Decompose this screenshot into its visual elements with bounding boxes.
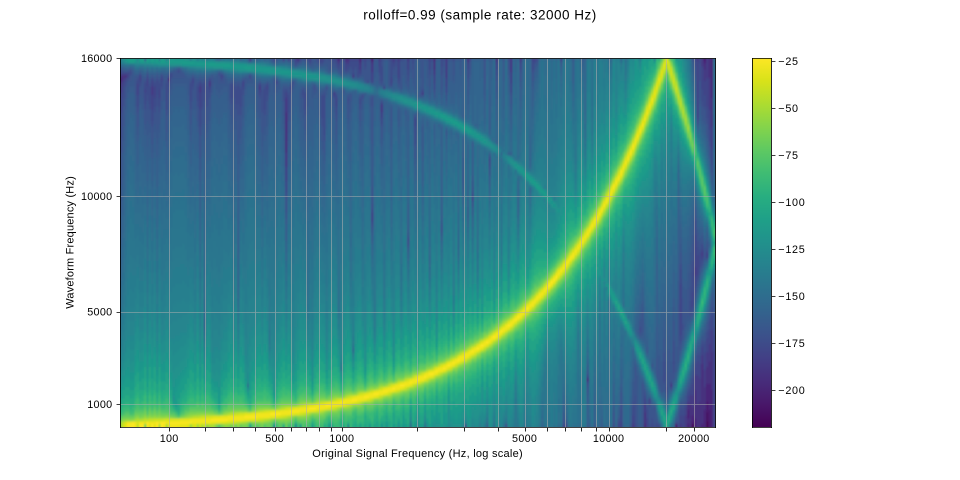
svg-text:−150: −150 (778, 291, 805, 303)
svg-text:500: 500 (265, 433, 284, 445)
svg-text:−100: −100 (778, 197, 805, 209)
svg-text:−75: −75 (778, 150, 798, 162)
svg-text:−50: −50 (778, 103, 798, 115)
svg-text:20000: 20000 (678, 433, 709, 445)
svg-text:−25: −25 (778, 56, 798, 68)
svg-text:Original Signal Frequency (Hz,: Original Signal Frequency (Hz, log scale… (312, 448, 523, 460)
svg-text:5000: 5000 (87, 307, 112, 319)
svg-text:Waveform Frequency (Hz): Waveform Frequency (Hz) (64, 176, 76, 309)
svg-text:10000: 10000 (593, 433, 624, 445)
svg-text:10000: 10000 (81, 191, 112, 203)
svg-text:100: 100 (160, 433, 179, 445)
svg-text:−125: −125 (778, 244, 805, 256)
svg-text:16000: 16000 (81, 53, 112, 65)
svg-text:−175: −175 (778, 338, 805, 350)
svg-text:5000: 5000 (512, 433, 537, 445)
svg-text:−200: −200 (778, 385, 805, 397)
svg-text:1000: 1000 (329, 433, 354, 445)
svg-text:rolloff=0.99 (sample rate: 320: rolloff=0.99 (sample rate: 32000 Hz) (363, 8, 597, 23)
svg-text:1000: 1000 (87, 399, 112, 411)
